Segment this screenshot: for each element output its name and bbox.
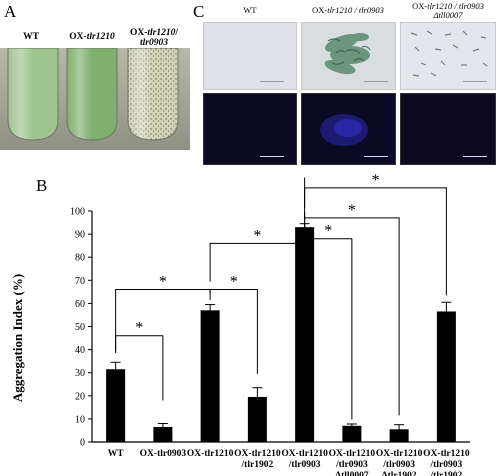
micro-label-wt: WT [243,5,257,15]
x-tick-label: OX-tlr1210/tlr0903 Δtll0007 [329,449,376,476]
tube-glass-reflection [128,48,178,140]
bar [342,425,362,442]
x-tick-label: WT [108,449,125,459]
tube-glass-reflection [67,48,117,140]
panel-c-letter: C [193,2,205,21]
y-tick-label: 40 [75,345,85,356]
micro-label-ox-dtll0007: OX-tlr1210 / tlr0903 Δtll0007 [412,1,484,20]
bar [247,396,267,442]
significance-star: * [348,202,356,219]
x-tick-label: OX-tlr1210/tlr1902 [234,449,281,470]
significance-bracket [209,289,258,374]
aggregation-index-chart: Aggregation Index (%) 0 10 20 30 40 50 60 70 80 9… [10,172,470,476]
panel-b-letter: B [36,176,48,195]
bar [200,310,220,442]
y-tick-label: 100 [70,207,85,218]
y-tick-label: 90 [75,230,85,241]
significance-star: * [230,274,238,291]
fluorescence-ox-tlr1210-tlr0903 [301,93,396,165]
tube-outline [127,48,179,141]
y-tick-label: 50 [75,322,85,333]
bar [295,227,315,442]
tube-outline [7,48,59,141]
y-tick-label: 70 [75,276,85,287]
significance-bracket [304,212,400,416]
y-tick-label: 10 [75,414,85,425]
bar [436,311,456,442]
y-tick-label: 30 [75,368,85,379]
x-tick-label: OX-tlr0903 [140,449,187,459]
significance-star: * [159,274,167,291]
significance-bracket [304,187,447,296]
panel-a-letter: A [4,2,17,21]
tube-label-ox-tlr1210: OX-tlr1210 [69,32,115,42]
brightfield-ox-dtll0007 [400,22,496,90]
bar [389,429,409,442]
significance-bracket [209,177,306,282]
bar [153,426,173,442]
y-tick-label: 80 [75,253,85,264]
tube-label-ox-tlr1210-tlr0903: OX-tlr1210/tlr0903 [129,28,179,48]
fluorescence-wt [203,93,297,165]
x-tick-label: OX-tlr1210/tlr0903/tlr1902 [423,449,470,476]
y-tick-label: 20 [75,391,85,402]
cell-aggregate-image [324,33,388,82]
dispersed-cells-image [410,30,488,82]
significance-star: * [253,227,261,244]
tubes-photo [0,48,190,150]
tube-glass-reflection [8,48,58,140]
tube-label-wt: WT [23,32,39,42]
y-axis-label: Aggregation Index (%) [10,274,25,402]
significance-bracket [304,216,353,420]
x-tick-label: OX-tlr1210 [187,449,234,459]
bar [106,369,126,442]
brightfield-ox-tlr1210-tlr0903 [301,22,396,90]
fluorescence-ox-dtll0007 [400,93,496,165]
tube-outline [66,48,118,141]
x-tick-label: OX-tlr1210/tlr0903 Δtlr1902 [376,449,423,476]
y-tick-label: 60 [75,299,85,310]
y-tick-label: 0 [80,438,85,449]
significance-star: * [135,320,143,337]
brightfield-wt [203,22,297,90]
micro-label-ox-tlr1210-tlr0903: OX-tlr1210 / tlr0903 [312,5,384,15]
significance-star: * [324,223,332,240]
blue-aggregate-image [320,114,388,157]
significance-star: * [372,172,380,189]
x-tick-label: OX-tlr1210/tlr0903 [281,449,328,470]
